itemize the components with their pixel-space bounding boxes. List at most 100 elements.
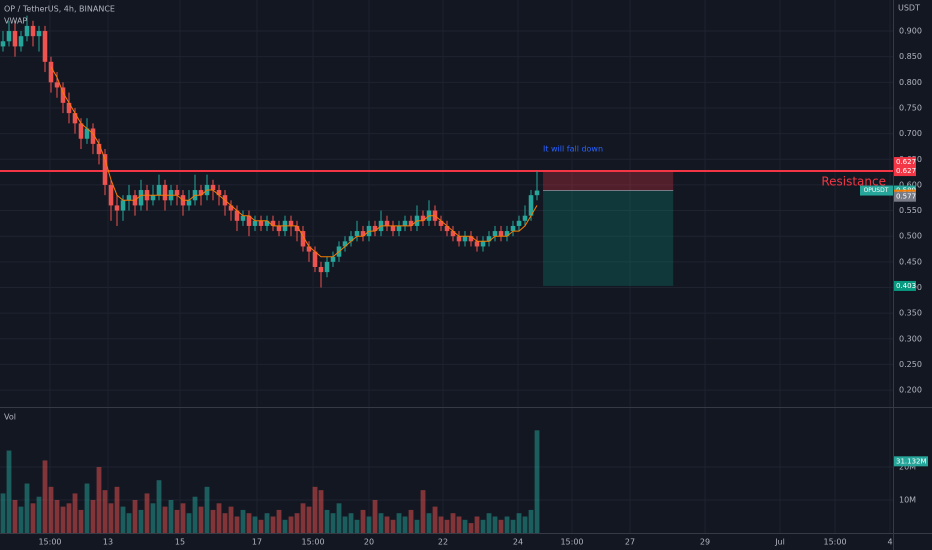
y-tick-label: 0.250 [899, 360, 922, 369]
x-tick-label: 15 [175, 538, 185, 547]
candle-body [102, 154, 108, 185]
volume-bar [30, 503, 36, 533]
candle-body [36, 31, 42, 37]
volume-bar [480, 519, 486, 533]
candle-body [456, 236, 462, 242]
volume-bar [156, 480, 162, 533]
volume-bar [288, 516, 294, 533]
x-tick-label: 13 [103, 538, 113, 547]
candle-body [462, 236, 468, 242]
volume-title: Vol [4, 413, 16, 422]
candle-body [372, 225, 378, 232]
volume-bar [342, 516, 348, 533]
candle-body [354, 231, 360, 237]
candle-body [258, 220, 264, 226]
volume-bar [420, 490, 426, 533]
x-tick-label: 22 [438, 538, 448, 547]
x-tick-label: 20 [364, 538, 374, 547]
volume-bar [330, 513, 336, 533]
candle-body [468, 236, 474, 242]
candle-body [78, 123, 84, 139]
candle-body [420, 215, 426, 221]
volume-bar [240, 509, 246, 533]
volume-bar [12, 500, 18, 533]
volume-bar [516, 513, 522, 533]
candle-body [348, 236, 354, 242]
y-tick-label: 0.550 [899, 206, 922, 215]
volume-bar [126, 513, 132, 533]
annotation: It will fall down [543, 145, 603, 154]
volume-bar [6, 450, 12, 533]
candle-body [480, 241, 486, 247]
candle-body [0, 41, 6, 47]
volume-bar [204, 486, 210, 533]
y-tick-label: 0.900 [899, 27, 922, 36]
volume-bar [102, 490, 108, 533]
candle-body [450, 231, 456, 237]
candle-body [396, 225, 402, 232]
candle-body [24, 25, 30, 37]
x-tick-label: 15:00 [38, 538, 61, 547]
volume-bar [114, 486, 120, 533]
x-tick-label: 24 [513, 538, 523, 547]
x-tick-label: Jul [774, 538, 785, 547]
volume-bar [522, 516, 528, 533]
currency-label: USDT [898, 4, 920, 13]
volume-bar [246, 513, 252, 533]
candle-body [30, 25, 36, 37]
volume-bar [120, 506, 126, 533]
volume-bar [186, 513, 192, 533]
volume-bar [210, 509, 216, 533]
volume-bar [486, 513, 492, 533]
volume-bar [468, 523, 474, 533]
candle-body [198, 190, 204, 196]
y-tick-label: 0.300 [899, 334, 922, 343]
resistance-label: Resistance [821, 175, 886, 189]
candle-body [90, 128, 96, 144]
volume-bar [234, 516, 240, 533]
candle-body [18, 36, 24, 47]
price-label-box [894, 157, 916, 168]
candle-body [504, 231, 510, 237]
volume-bar [432, 506, 438, 533]
candle-body [360, 231, 366, 237]
candle-body [84, 128, 90, 139]
volume-bar [198, 506, 204, 533]
candle-body [312, 251, 318, 267]
candle-body [186, 200, 192, 206]
volume-bar [150, 503, 156, 533]
candle-body [66, 102, 72, 114]
volume-label-box [894, 456, 928, 467]
volume-bar [258, 519, 264, 533]
volume-tick-label: 20M [899, 463, 916, 472]
candle-body [318, 266, 324, 273]
price-label: 0.403 [896, 282, 916, 290]
candle-body [150, 195, 156, 201]
volume-bar [0, 493, 6, 533]
candle-body [264, 220, 270, 226]
volume-bar [354, 519, 360, 533]
candle-body [492, 231, 498, 237]
candle-body [534, 190, 540, 196]
vwap-line [50, 66, 538, 258]
volume-bar [528, 509, 534, 533]
volume-bar [78, 509, 84, 533]
candle-body [324, 261, 330, 273]
volume-bar [96, 467, 102, 533]
candle-body [114, 205, 120, 211]
candle-body [6, 31, 12, 42]
candle-body [294, 225, 300, 232]
volume-bar [252, 516, 258, 533]
y-tick-label: 0.800 [899, 78, 922, 87]
candle-body [48, 61, 54, 83]
volume-bar [372, 500, 378, 533]
volume-bar [408, 509, 414, 533]
volume-bar [36, 496, 42, 533]
volume-bar [306, 506, 312, 533]
volume-bar [144, 493, 150, 533]
volume-bar [384, 516, 390, 533]
volume-bar [294, 513, 300, 533]
stop-zone [543, 171, 674, 191]
